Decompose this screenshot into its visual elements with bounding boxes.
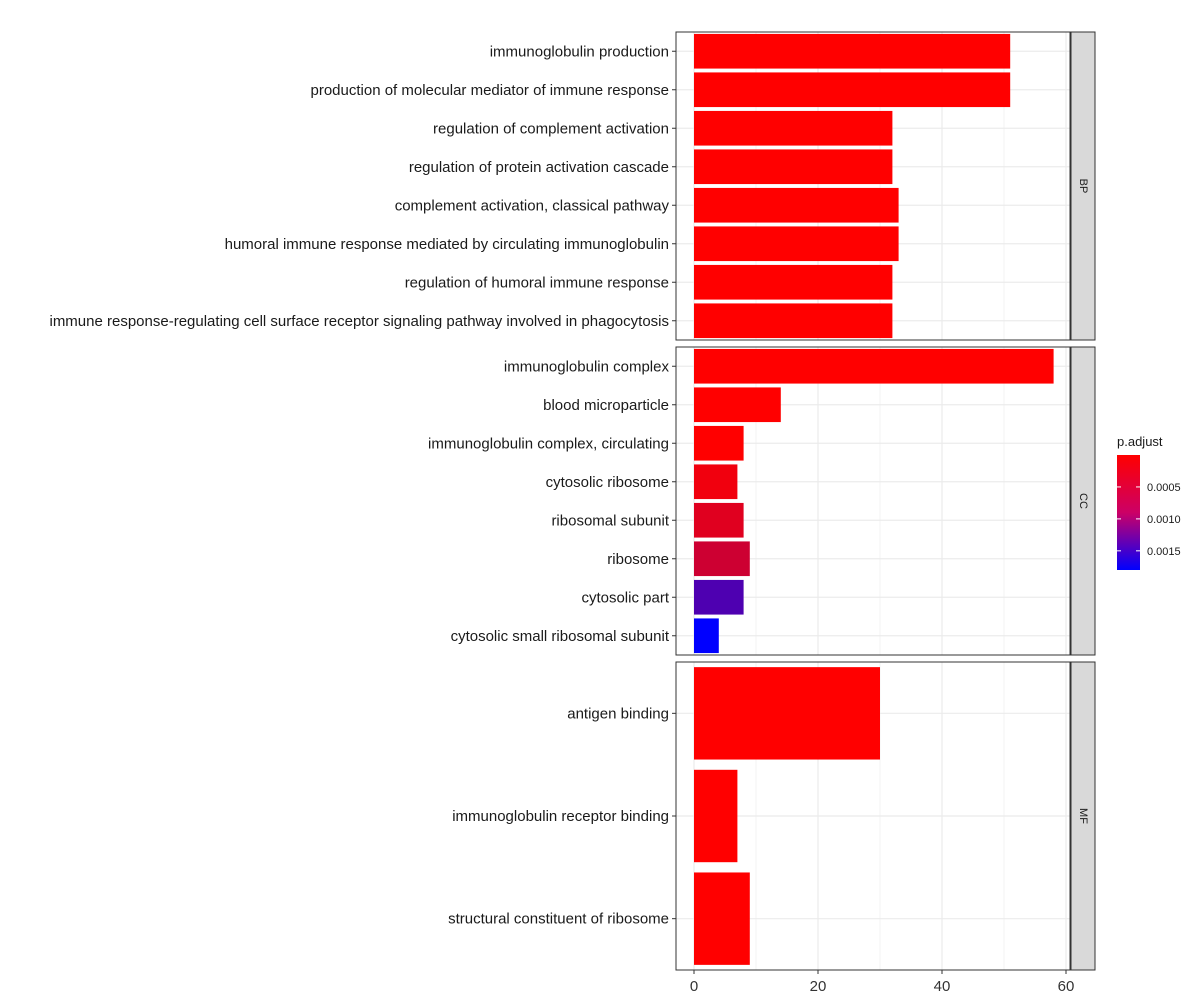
x-axis: 0 20 40 60 <box>690 970 1075 995</box>
facet-panel-cc: immunoglobulin complex blood microparticl… <box>428 346 1096 656</box>
category-label: humoral immune response mediated by circ… <box>225 236 669 253</box>
facet-strip-label: CC <box>1077 493 1089 509</box>
facet-strip <box>1070 661 1096 971</box>
category-label: cytosolic ribosome <box>546 474 669 491</box>
bar <box>694 541 750 577</box>
panel-border <box>675 346 1071 656</box>
legend-tick-label: 0.0005 <box>1147 482 1181 494</box>
category-label: ribosome <box>607 551 669 568</box>
legend-tick-label: 0.0010 <box>1147 514 1181 526</box>
bar <box>694 387 781 423</box>
bar <box>694 579 744 615</box>
category-label: immunoglobulin complex, circulating <box>428 435 669 452</box>
category-label: production of molecular mediator of immu… <box>310 82 669 99</box>
color-legend: p.adjust 0.0005 0.0010 0.0015 <box>1117 434 1181 570</box>
bar <box>694 425 744 461</box>
panel-border <box>675 31 1071 341</box>
x-tick-label: 40 <box>934 978 951 995</box>
category-label: complement activation, classical pathway <box>395 197 670 214</box>
category-label: regulation of complement activation <box>433 120 669 137</box>
facet-strip-label: MF <box>1077 808 1089 824</box>
facet-panels: immunoglobulin production production of m… <box>49 31 1096 971</box>
category-label: cytosolic small ribosomal subunit <box>451 628 670 645</box>
category-label: structural constituent of ribosome <box>448 911 669 928</box>
x-tick-label: 20 <box>810 978 827 995</box>
panel-border <box>675 661 1071 971</box>
bar <box>694 226 899 262</box>
facet-strip <box>1070 346 1096 656</box>
bar <box>694 348 1054 384</box>
bar <box>694 33 1011 69</box>
category-label: immune response-regulating cell surface … <box>49 313 669 330</box>
bar <box>694 769 738 863</box>
bar <box>694 110 893 146</box>
category-label: regulation of protein activation cascade <box>409 159 669 176</box>
legend-title: p.adjust <box>1117 434 1163 449</box>
bar <box>694 667 880 760</box>
x-tick-label: 0 <box>690 978 698 995</box>
bar <box>694 187 899 223</box>
facet-panel-bp: immunoglobulin production production of m… <box>49 31 1096 341</box>
facet-panel-mf: antigen binding immunoglobulin receptor b… <box>448 661 1096 971</box>
facet-strip-label: BP <box>1077 179 1089 194</box>
bar <box>694 464 738 500</box>
bar <box>694 872 750 965</box>
category-label: immunoglobulin production <box>490 43 669 60</box>
bar <box>694 618 719 654</box>
category-label: immunoglobulin complex <box>504 358 670 375</box>
category-label: ribosomal subunit <box>551 512 669 529</box>
category-label: cytosolic part <box>581 589 669 606</box>
x-tick-label: 60 <box>1058 978 1075 995</box>
category-label: antigen binding <box>567 705 669 722</box>
bar <box>694 72 1011 108</box>
bar <box>694 149 893 185</box>
facet-strip <box>1070 31 1096 341</box>
category-label: immunoglobulin receptor binding <box>452 808 669 825</box>
legend-colorbar <box>1117 455 1140 570</box>
category-label: regulation of humoral immune response <box>405 274 669 291</box>
bar <box>694 303 893 339</box>
bar <box>694 502 744 538</box>
legend-tick-label: 0.0015 <box>1147 546 1181 558</box>
bar <box>694 264 893 300</box>
category-label: blood microparticle <box>543 397 669 414</box>
